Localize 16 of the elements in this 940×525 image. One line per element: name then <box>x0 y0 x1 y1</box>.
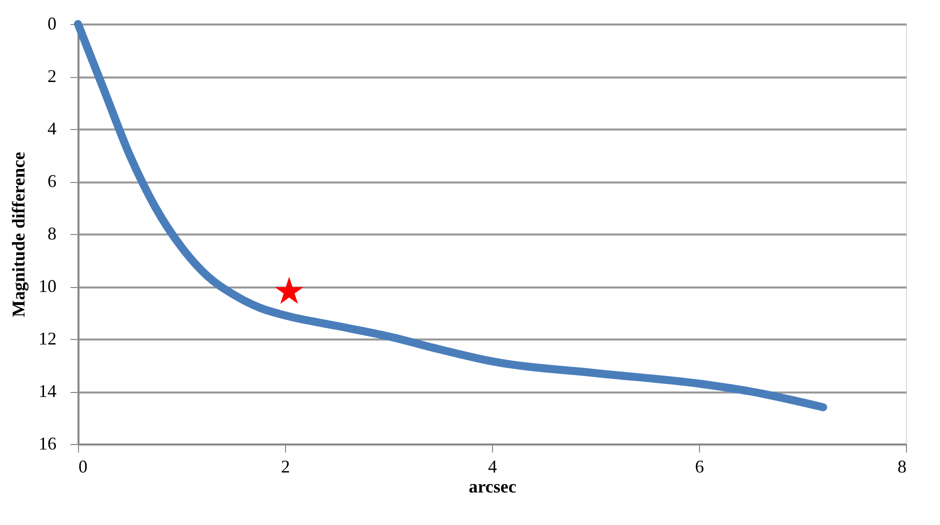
y-tick-label: 14 <box>38 381 56 401</box>
x-tick-label: 6 <box>695 456 704 476</box>
x-tick-label: 8 <box>898 456 906 476</box>
x-axis-title: arcsec <box>468 476 516 496</box>
x-tick-label: 2 <box>281 456 290 476</box>
y-tick-label: 0 <box>48 14 56 34</box>
y-tick-label: 12 <box>38 328 56 348</box>
x-tick-label: 4 <box>488 456 497 476</box>
x-tick-label: 0 <box>78 456 88 476</box>
y-tick-label: 2 <box>48 66 56 86</box>
y-tick-label: 6 <box>48 171 56 191</box>
y-tick-label: 8 <box>48 224 56 244</box>
y-tick-label: 10 <box>38 276 56 296</box>
y-tick-label: 4 <box>48 118 56 138</box>
y-axis-title: Magnitude difference <box>8 152 28 318</box>
y-tick-label: 16 <box>38 434 56 454</box>
